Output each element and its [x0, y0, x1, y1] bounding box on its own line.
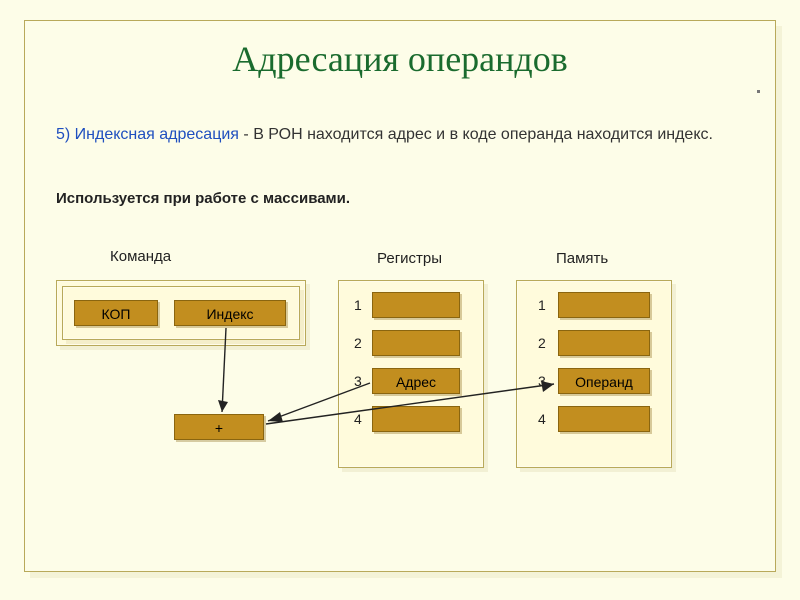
- register-cell-3: Адрес: [372, 368, 460, 394]
- subtitle: Используется при работе с массивами.: [56, 190, 350, 207]
- memory-number-4: 4: [538, 411, 546, 427]
- command-cell-kop: КОП: [74, 300, 158, 326]
- column-label-memory: Память: [556, 250, 608, 267]
- description: 5) Индексная адресация - В РОН находится…: [56, 124, 746, 146]
- decorative-dot: [757, 90, 760, 93]
- register-cell-4: [372, 406, 460, 432]
- register-number-2: 2: [354, 335, 362, 351]
- register-cell-1: [372, 292, 460, 318]
- register-cell-2: [372, 330, 460, 356]
- memory-number-3: 3: [538, 373, 546, 389]
- memory-cell-4: [558, 406, 650, 432]
- description-rest: - В РОН находится адрес и в коде операнд…: [239, 126, 713, 143]
- command-cell-index: Индекс: [174, 300, 286, 326]
- memory-cell-3: Операнд: [558, 368, 650, 394]
- register-number-4: 4: [354, 411, 362, 427]
- memory-number-2: 2: [538, 335, 546, 351]
- memory-cell-2: [558, 330, 650, 356]
- column-label-command: Команда: [110, 248, 171, 265]
- register-number-1: 1: [354, 297, 362, 313]
- column-label-registers: Регистры: [377, 250, 442, 267]
- register-number-3: 3: [354, 373, 362, 389]
- plus-cell: +: [174, 414, 264, 440]
- description-lead: 5) Индексная адресация: [56, 126, 239, 143]
- page-title: Адресация операндов: [0, 38, 800, 80]
- memory-number-1: 1: [538, 297, 546, 313]
- memory-cell-1: [558, 292, 650, 318]
